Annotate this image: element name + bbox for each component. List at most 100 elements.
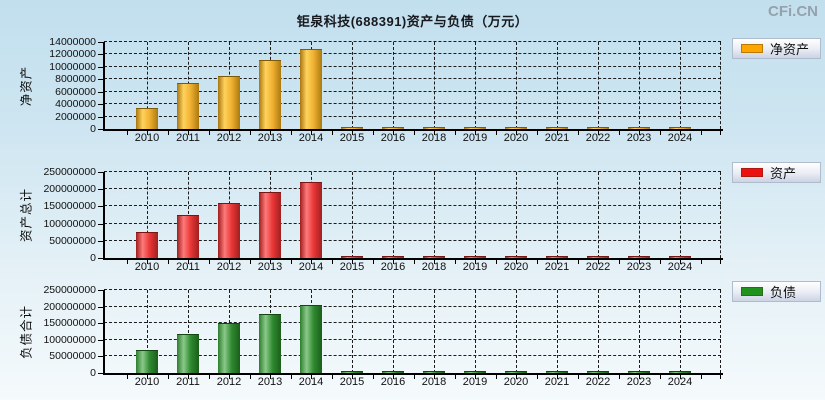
h-gridline xyxy=(104,188,721,190)
v-gridline xyxy=(393,290,394,373)
x-tick-mark xyxy=(126,131,128,135)
plot-right-boundary xyxy=(720,172,721,263)
y-tick-label: 0 xyxy=(90,252,96,264)
x-tick-label: 2011 xyxy=(176,261,200,273)
x-tick-mark xyxy=(639,131,640,135)
x-tick-mark xyxy=(147,260,148,264)
legend-swatch xyxy=(741,44,763,53)
x-tick-mark xyxy=(700,131,702,135)
x-tick-mark xyxy=(598,375,599,379)
v-gridline xyxy=(352,42,353,129)
x-tick-mark xyxy=(188,260,189,264)
legend-swatch xyxy=(741,287,763,296)
h-gridline xyxy=(104,239,721,241)
y-tick-mark xyxy=(98,258,104,259)
y-tick-label: 250000000 xyxy=(43,284,96,296)
x-tick-mark xyxy=(577,375,579,379)
x-tick-mark xyxy=(557,131,558,135)
x-tick-label: 2010 xyxy=(134,261,160,273)
bar xyxy=(136,350,158,373)
x-tick-mark xyxy=(516,260,517,264)
cfi-logo: CFi.CN xyxy=(768,3,818,20)
bar xyxy=(423,256,445,258)
x-tick-mark xyxy=(639,260,640,264)
x-tick-mark xyxy=(434,260,435,264)
x-tick-mark xyxy=(618,375,620,379)
x-tick-mark xyxy=(598,131,599,135)
x-tick-mark xyxy=(618,131,620,135)
v-gridline xyxy=(434,290,435,373)
y-tick-label: 6000000 xyxy=(55,85,96,98)
x-tick-mark xyxy=(331,260,333,264)
x-tick-mark xyxy=(208,131,210,135)
y-tick-label: 8000000 xyxy=(55,73,96,86)
y-tick-mark xyxy=(98,66,104,68)
x-tick-mark xyxy=(229,260,230,264)
bar xyxy=(464,256,486,258)
x-tick-label: 2019 xyxy=(462,261,488,273)
x-tick-label: 2024 xyxy=(667,261,693,273)
bar xyxy=(259,192,281,258)
x-tick-label: 2015 xyxy=(339,261,365,273)
bar xyxy=(177,334,199,373)
x-tick-mark xyxy=(311,375,312,379)
v-gridline xyxy=(557,172,558,258)
h-gridline xyxy=(104,355,721,357)
x-tick-mark xyxy=(331,375,333,379)
x-tick-mark xyxy=(352,375,353,379)
x-tick-mark xyxy=(208,260,210,264)
x-tick-mark xyxy=(475,260,476,264)
y-tick-label: 14000000 xyxy=(49,36,96,48)
x-tick-mark xyxy=(475,131,476,135)
y-tick-label: 50000000 xyxy=(49,234,96,247)
x-tick-mark xyxy=(167,260,169,264)
bar xyxy=(546,371,568,373)
x-tick-label: 2015 xyxy=(339,376,365,388)
y-tick-label: 0 xyxy=(90,367,96,379)
bar xyxy=(587,127,609,129)
h-gridline xyxy=(104,338,721,340)
y-tick-mark xyxy=(98,240,104,242)
x-tick-label: 2012 xyxy=(216,132,242,144)
y-axis-spine xyxy=(103,172,105,260)
x-tick-label: 2019 xyxy=(462,376,488,388)
x-tick-mark xyxy=(720,131,721,135)
v-gridline xyxy=(393,42,394,129)
h-gridline xyxy=(104,171,721,172)
x-tick-mark xyxy=(290,375,292,379)
y-tick-mark xyxy=(98,323,104,325)
x-tick-label: 2010 xyxy=(134,132,160,144)
h-gridline xyxy=(104,53,721,55)
v-gridline xyxy=(598,42,599,129)
x-tick-mark xyxy=(454,260,456,264)
x-tick-label: 2011 xyxy=(176,376,200,388)
y-tick-mark xyxy=(98,206,104,208)
x-tick-mark xyxy=(680,260,681,264)
y-tick-label: 50000000 xyxy=(49,350,96,363)
x-tick-label: 2012 xyxy=(216,376,242,388)
legend-box: 净资产 xyxy=(732,38,821,59)
y-tick-label: 2000000 xyxy=(55,110,96,123)
bar xyxy=(382,371,404,373)
x-tick-mark xyxy=(557,260,558,264)
y-tick-label: 100000000 xyxy=(43,217,96,230)
v-gridline xyxy=(516,290,517,373)
y-tick-mark xyxy=(98,104,104,106)
v-gridline xyxy=(557,42,558,129)
v-gridline xyxy=(147,290,148,373)
legend-label: 资产 xyxy=(770,166,797,181)
x-tick-mark xyxy=(188,131,189,135)
y-tick-mark xyxy=(98,79,104,81)
y-tick-label: 0 xyxy=(90,123,96,135)
x-tick-mark xyxy=(311,260,312,264)
x-axis-spine xyxy=(103,129,723,131)
x-tick-label: 2013 xyxy=(257,261,283,273)
x-tick-mark xyxy=(618,260,620,264)
bar xyxy=(587,256,609,258)
bar xyxy=(669,371,691,373)
x-tick-label: 2019 xyxy=(462,132,488,144)
y-tick-mark xyxy=(98,42,104,43)
bar xyxy=(382,256,404,258)
x-tick-label: 2015 xyxy=(339,132,365,144)
x-tick-label: 2018 xyxy=(421,261,447,273)
